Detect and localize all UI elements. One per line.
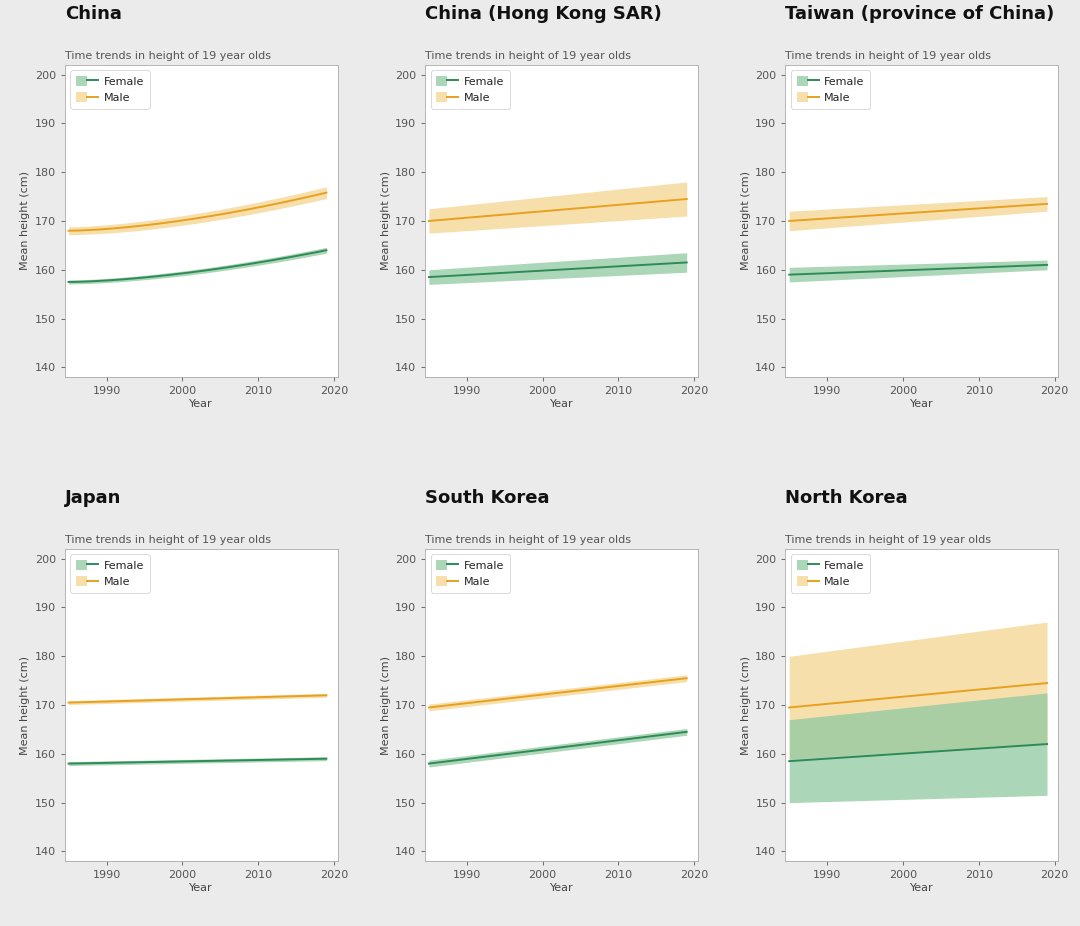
Text: China: China [65,6,122,23]
X-axis label: Year: Year [550,399,573,409]
X-axis label: Year: Year [550,883,573,893]
Text: Time trends in height of 19 year olds: Time trends in height of 19 year olds [65,535,271,545]
Legend: Female, Male: Female, Male [70,70,150,108]
Text: Time trends in height of 19 year olds: Time trends in height of 19 year olds [785,535,991,545]
Legend: Female, Male: Female, Male [791,555,870,593]
Text: China (Hong Kong SAR): China (Hong Kong SAR) [426,6,662,23]
Y-axis label: Mean height (cm): Mean height (cm) [21,171,30,270]
Text: North Korea: North Korea [785,489,908,507]
Text: Time trends in height of 19 year olds: Time trends in height of 19 year olds [65,51,271,61]
Legend: Female, Male: Female, Male [70,555,150,593]
Y-axis label: Mean height (cm): Mean height (cm) [381,171,391,270]
Y-axis label: Mean height (cm): Mean height (cm) [21,656,30,755]
Legend: Female, Male: Female, Male [431,555,510,593]
Y-axis label: Mean height (cm): Mean height (cm) [741,171,751,270]
X-axis label: Year: Year [910,883,934,893]
X-axis label: Year: Year [189,883,213,893]
Y-axis label: Mean height (cm): Mean height (cm) [741,656,751,755]
Y-axis label: Mean height (cm): Mean height (cm) [381,656,391,755]
Text: Japan: Japan [65,489,121,507]
X-axis label: Year: Year [910,399,934,409]
Legend: Female, Male: Female, Male [791,70,870,108]
Text: Time trends in height of 19 year olds: Time trends in height of 19 year olds [785,51,991,61]
Text: Time trends in height of 19 year olds: Time trends in height of 19 year olds [426,51,631,61]
Text: Taiwan (province of China): Taiwan (province of China) [785,6,1055,23]
X-axis label: Year: Year [189,399,213,409]
Text: Time trends in height of 19 year olds: Time trends in height of 19 year olds [426,535,631,545]
Legend: Female, Male: Female, Male [431,70,510,108]
Text: South Korea: South Korea [426,489,550,507]
